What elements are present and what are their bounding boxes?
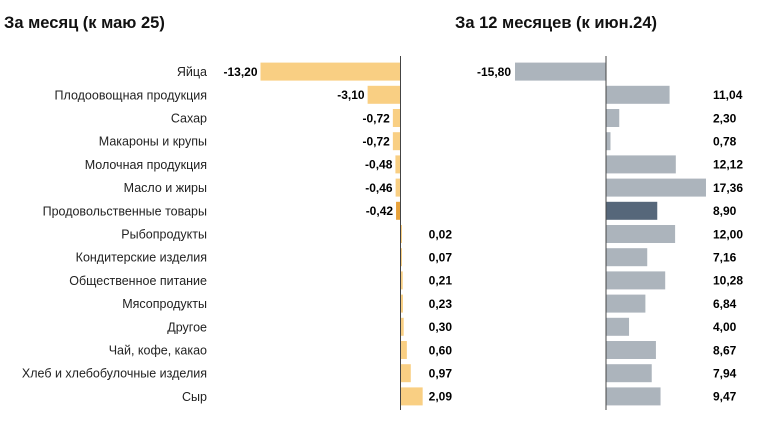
- data-label: 4,00: [713, 320, 737, 334]
- category-label: Хлеб и хлебобулочные изделия: [22, 367, 207, 381]
- bar: [606, 85, 670, 104]
- data-label: 12,00: [713, 227, 743, 241]
- data-label: 0,60: [429, 343, 453, 357]
- category-label: Сахар: [171, 112, 207, 126]
- data-label: -3,10: [337, 88, 365, 102]
- data-label: 8,67: [713, 343, 737, 357]
- bar: [395, 155, 401, 174]
- chart-title-month: За месяц (к маю 25): [4, 14, 165, 32]
- data-label: 2,30: [713, 111, 737, 125]
- bar: [400, 294, 403, 313]
- bar: [367, 85, 401, 104]
- bar: [606, 387, 661, 406]
- bar: [515, 62, 606, 81]
- category-label: Мясопродукты: [122, 297, 207, 311]
- data-label: -0,46: [365, 181, 393, 195]
- bar: [606, 201, 658, 220]
- bar: [396, 201, 401, 220]
- category-label: Чай, кофе, какао: [109, 344, 207, 358]
- annual-bars: -15,80 11,04 2,30 0,78 12,12 17,36 8,90 12,00 7,…: [477, 56, 743, 410]
- data-label: 9,47: [713, 390, 737, 404]
- data-label: 0,21: [429, 274, 453, 288]
- category-label: Плодоовощная продукция: [55, 88, 207, 102]
- monthly-bars: -13,20 -3,10 -0,72 -0,72 -0,48 -0,46 -0,42 0,02…: [223, 56, 452, 410]
- bar: [606, 155, 676, 174]
- category-label: Продовольственные товары: [43, 204, 207, 218]
- bar: [400, 341, 407, 359]
- category-label: Сыр: [182, 390, 207, 404]
- category-label: Яйца: [177, 65, 207, 79]
- bar: [606, 294, 646, 313]
- data-label: 12,12: [713, 158, 743, 172]
- bar: [606, 132, 611, 151]
- bar: [606, 364, 652, 383]
- bar: [400, 225, 402, 243]
- data-label: -13,20: [223, 65, 257, 79]
- data-label: -0,72: [363, 111, 391, 125]
- data-label: 0,78: [713, 135, 737, 149]
- category-label: Макароны и крупы: [99, 135, 207, 149]
- data-label: -15,80: [477, 65, 511, 79]
- bar: [606, 317, 630, 336]
- bar: [400, 317, 404, 336]
- bar: [606, 178, 706, 197]
- data-label: 0,02: [429, 227, 453, 241]
- data-label: 2,09: [429, 390, 453, 404]
- data-label: -0,48: [365, 158, 393, 172]
- category-label: Молочная продукция: [85, 158, 207, 172]
- data-label: 0,97: [429, 367, 453, 381]
- bar: [606, 225, 676, 243]
- data-label: 7,94: [713, 367, 737, 381]
- data-label: -0,42: [366, 204, 394, 218]
- data-label: 0,07: [429, 251, 453, 265]
- category-label: Другое: [167, 320, 207, 334]
- bar: [395, 178, 401, 197]
- chart-title-year: За 12 месяцев (к июн.24): [455, 14, 657, 32]
- data-label: 6,84: [713, 297, 737, 311]
- bar: [606, 109, 620, 127]
- category-label: Масло и жиры: [124, 181, 207, 195]
- bar: [392, 132, 401, 151]
- category-label: Общественное питание: [69, 274, 207, 288]
- data-label: 0,23: [429, 297, 453, 311]
- bar: [400, 387, 423, 406]
- category-labels: Яйца Плодоовощная продукция Сахар Макароны …: [22, 65, 207, 404]
- data-label: 8,90: [713, 204, 737, 218]
- data-label: 7,16: [713, 251, 737, 265]
- bar: [392, 109, 401, 127]
- data-label: 17,36: [713, 181, 743, 195]
- bar: [606, 248, 648, 267]
- data-label: 0,30: [429, 320, 453, 334]
- bar: [400, 271, 403, 290]
- bar: [606, 341, 656, 359]
- data-label: 11,04: [713, 88, 743, 102]
- bar: [400, 364, 411, 383]
- bar: [606, 271, 666, 290]
- bar: [260, 62, 401, 81]
- data-label: 10,28: [713, 274, 743, 288]
- bar: [400, 248, 402, 267]
- category-label: Рыбопродукты: [121, 228, 207, 242]
- category-label: Кондитерские изделия: [76, 251, 207, 265]
- data-label: -0,72: [363, 135, 391, 149]
